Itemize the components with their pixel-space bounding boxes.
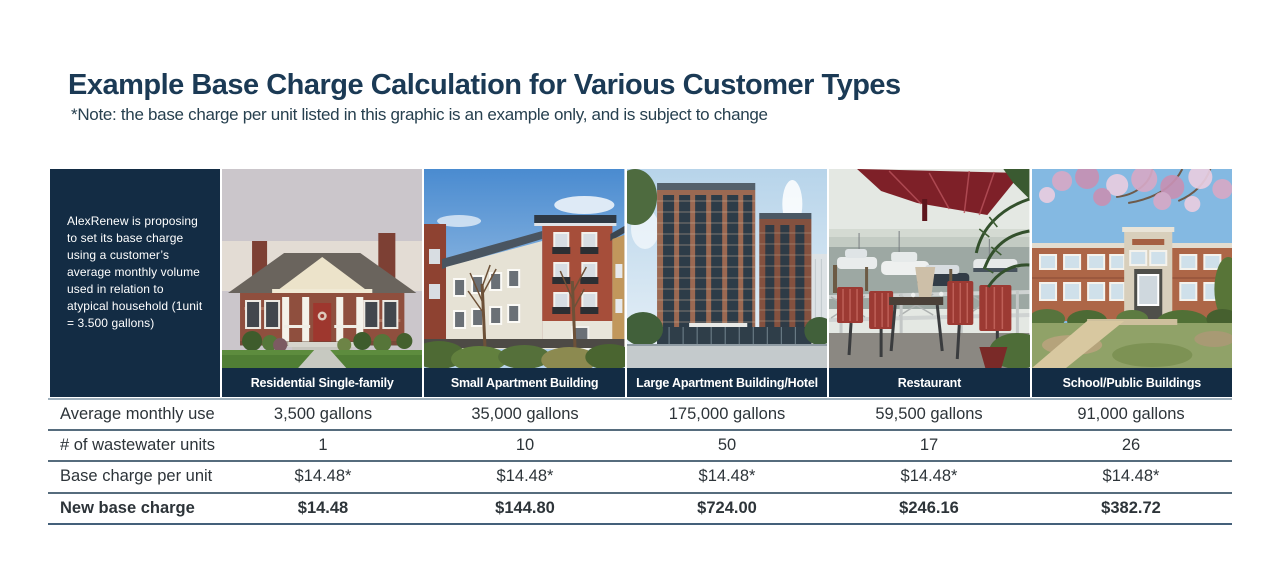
column-label-small-apartment: Small Apartment Building [424,368,625,397]
table-cell: $14.48* [698,467,756,486]
column-residential-single-family: Residential Single-family [222,169,423,397]
column-label-large-apartment: Large Apartment Building/Hotel [626,368,828,397]
column-small-apartment: Small Apartment Building [424,169,625,397]
table-cell: $144.80 [495,498,555,517]
table-cell: $14.48* [900,467,958,486]
table-cell: 91,000 gallons [1077,405,1185,424]
table-row-base-charge-per-unit: Base charge per unit $14.48* $14.48* $14… [48,462,1232,494]
table-cell: 17 [919,436,939,455]
column-school: School/Public Buildings [1031,169,1233,397]
column-label-school: School/Public Buildings [1031,368,1233,397]
column-large-apartment: Large Apartment Building/Hotel [626,169,828,397]
small-apartment-photo [424,169,625,368]
table-cell: 175,000 gallons [668,405,786,424]
school-photo [1031,169,1233,368]
large-apartment-photo [626,169,828,368]
table-cell: 3,500 gallons [273,405,373,424]
table-row-average-monthly-use: Average monthly use 3,500 gallons 35,000… [48,400,1232,432]
row-label: Average monthly use [60,405,215,424]
intro-box: AlexRenew is proposing to set its base c… [50,169,220,397]
rates-table: Average monthly use 3,500 gallons 35,000… [48,398,1232,525]
page-note: *Note: the base charge per unit listed i… [71,105,768,124]
column-label-residential: Residential Single-family [222,368,423,397]
table-cell: 35,000 gallons [471,405,579,424]
table-cell: $382.72 [1101,498,1161,517]
table-cell: 10 [515,436,535,455]
table-cell: $14.48* [1102,467,1160,486]
table-cell: $14.48 [297,498,349,517]
column-restaurant: Restaurant [829,169,1030,397]
intro-text: AlexRenew is proposing to set its base c… [67,214,203,331]
row-label: Base charge per unit [60,467,213,486]
table-cell: $724.00 [697,498,757,517]
table-row-new-base-charge: New base charge $14.48 $144.80 $724.00 $… [48,494,1232,525]
single-family-house-photo [222,169,423,368]
row-label: # of wastewater units [60,436,215,455]
customer-types-graphic: AlexRenew is proposing to set its base c… [50,169,1233,397]
column-label-restaurant: Restaurant [829,368,1030,397]
row-label: New base charge [60,498,195,517]
table-cell: $14.48* [496,467,554,486]
table-cell: $246.16 [899,498,959,517]
restaurant-photo [829,169,1030,368]
table-cell: 26 [1121,436,1141,455]
page-title: Example Base Charge Calculation for Vari… [68,69,901,101]
table-cell: 1 [318,436,328,455]
table-row-wastewater-units: # of wastewater units 1 10 50 17 26 [48,431,1232,463]
table-cell: $14.48* [294,467,352,486]
table-cell: 50 [717,436,737,455]
table-cell: 59,500 gallons [875,405,983,424]
